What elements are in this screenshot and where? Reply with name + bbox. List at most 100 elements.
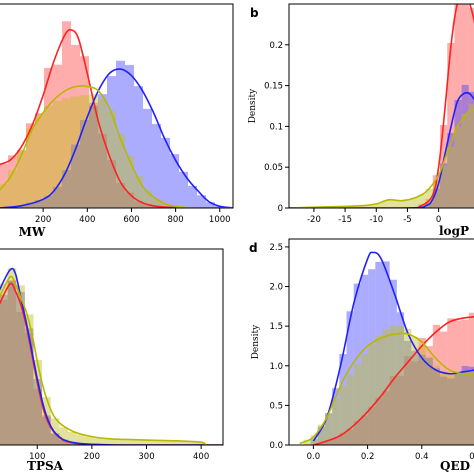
hist-bar-yellow bbox=[42, 397, 51, 445]
x-axis-label: QED bbox=[440, 459, 470, 473]
hist-bar-blue bbox=[206, 202, 215, 208]
hist-bar-red bbox=[71, 44, 80, 208]
hist-bar-red bbox=[447, 318, 455, 445]
hist-bar-red bbox=[368, 406, 376, 445]
hist-blue bbox=[0, 60, 233, 208]
y-tick-label: 2.5 bbox=[269, 243, 283, 253]
x-axis-label: TPSA bbox=[27, 459, 64, 473]
x-tick-label: -10 bbox=[369, 215, 383, 225]
hist-bar-yellow bbox=[360, 205, 369, 208]
hist-bar-blue bbox=[389, 279, 397, 445]
hist-bar-red bbox=[152, 206, 161, 208]
hist-bar-yellow bbox=[136, 439, 146, 445]
kde-line-yellow bbox=[0, 275, 223, 445]
hist-bar-blue bbox=[16, 291, 25, 445]
hist-bar-yellow bbox=[454, 373, 462, 445]
x-tick-label: -5 bbox=[403, 215, 411, 225]
hist-bar-yellow bbox=[353, 364, 361, 445]
hist-bar-red bbox=[17, 149, 26, 208]
hist-bar-red bbox=[432, 324, 441, 445]
hist-bar-red bbox=[375, 397, 383, 445]
hist-bar-yellow bbox=[102, 438, 111, 445]
panel-a: 200 400 600 800 1000 MW bbox=[0, 3, 234, 239]
hist-bar-blue bbox=[44, 195, 53, 208]
kde-line-red bbox=[0, 28, 233, 208]
plot-area-d bbox=[299, 251, 474, 445]
hist-bar-blue bbox=[125, 64, 134, 208]
hist-bar-red bbox=[353, 420, 361, 445]
y-axis-label: Density bbox=[251, 324, 261, 359]
panel-label: b bbox=[250, 6, 259, 20]
hist-bar-yellow bbox=[80, 95, 89, 208]
y-tick-label: 0.5 bbox=[269, 401, 283, 411]
hist-bar-yellow bbox=[411, 336, 419, 445]
hist-bar-yellow bbox=[93, 437, 103, 445]
x-tick-label: 400 bbox=[79, 215, 95, 225]
y-axis-label: Density bbox=[248, 88, 258, 123]
hist-red bbox=[0, 21, 188, 208]
hist-yellow bbox=[303, 325, 474, 445]
hist-bar-yellow bbox=[98, 98, 107, 208]
hist-bar-blue bbox=[24, 328, 34, 445]
hist-bar-yellow bbox=[0, 283, 8, 445]
plot-area-a bbox=[0, 21, 233, 208]
hist-bar-blue bbox=[461, 365, 469, 445]
y-tick-label: 0.15 bbox=[264, 82, 283, 92]
hist-bar-yellow bbox=[440, 371, 448, 445]
hist-bar-yellow bbox=[8, 170, 17, 208]
hist-bar-yellow bbox=[16, 285, 25, 445]
x-tick-label: 0 bbox=[436, 215, 441, 225]
y-tick-label: 1.5 bbox=[269, 322, 283, 332]
hist-bar-red bbox=[35, 113, 44, 208]
hist-bar-red bbox=[134, 200, 143, 208]
hist-bar-red bbox=[317, 442, 325, 445]
hist-bar-red bbox=[461, 4, 469, 208]
hist-bar-blue bbox=[197, 195, 206, 208]
hist-bar-blue bbox=[98, 94, 107, 208]
hist-bar-yellow bbox=[179, 441, 189, 445]
hist-bar-blue bbox=[107, 76, 116, 208]
hist-bar-yellow bbox=[162, 440, 172, 445]
hist-bar-blue bbox=[432, 368, 441, 445]
x-tick-label: 600 bbox=[123, 215, 139, 225]
hist-bar-red bbox=[425, 346, 433, 445]
hist-bar-red bbox=[24, 333, 34, 445]
hist-bar-red bbox=[360, 415, 369, 445]
hist-bar-yellow bbox=[404, 198, 412, 208]
x-tick-label: 200 bbox=[35, 215, 51, 225]
axes-frame-d bbox=[288, 238, 474, 446]
hist-bar-yellow bbox=[360, 353, 369, 445]
hist-bar-yellow bbox=[303, 439, 311, 445]
x-tick-label: 400 bbox=[193, 452, 209, 462]
panel-b: -20 -15 -10 -5 0 0 0.05 0.1 0.15 0.2 logP Density b bbox=[248, 3, 474, 238]
hist-bar-yellow bbox=[35, 114, 44, 208]
hist-bar-blue bbox=[375, 261, 383, 445]
hist-bar-yellow bbox=[468, 369, 474, 445]
hist-bar-yellow bbox=[154, 440, 163, 445]
hist-bar-blue bbox=[346, 311, 354, 445]
hist-bar-yellow bbox=[152, 198, 161, 208]
hist-bar-blue bbox=[382, 261, 390, 445]
hist-bar-yellow bbox=[396, 325, 405, 445]
hist-bar-blue bbox=[17, 205, 26, 208]
hist-bar-yellow bbox=[85, 436, 94, 445]
hist-bar-red bbox=[16, 312, 25, 445]
hist-bar-blue bbox=[447, 133, 455, 208]
hist-bar-blue bbox=[50, 433, 60, 445]
hist-bar-red bbox=[116, 183, 125, 208]
hist-bar-yellow bbox=[411, 197, 419, 208]
hist-bar-yellow bbox=[26, 128, 35, 208]
hist-blue bbox=[310, 261, 474, 445]
hist-bar-red bbox=[44, 67, 53, 208]
plot-area-b bbox=[289, 4, 474, 208]
hist-bar-yellow bbox=[7, 268, 17, 445]
hist-bar-yellow bbox=[432, 180, 441, 208]
hist-bar-blue bbox=[461, 84, 469, 208]
hist-bar-yellow bbox=[425, 356, 433, 445]
hist-bar-red bbox=[53, 64, 62, 208]
hist-bar-yellow bbox=[375, 202, 383, 208]
hist-bar-red bbox=[468, 7, 474, 208]
x-tick-label: -20 bbox=[307, 215, 321, 225]
hist-bar-red bbox=[332, 438, 340, 445]
